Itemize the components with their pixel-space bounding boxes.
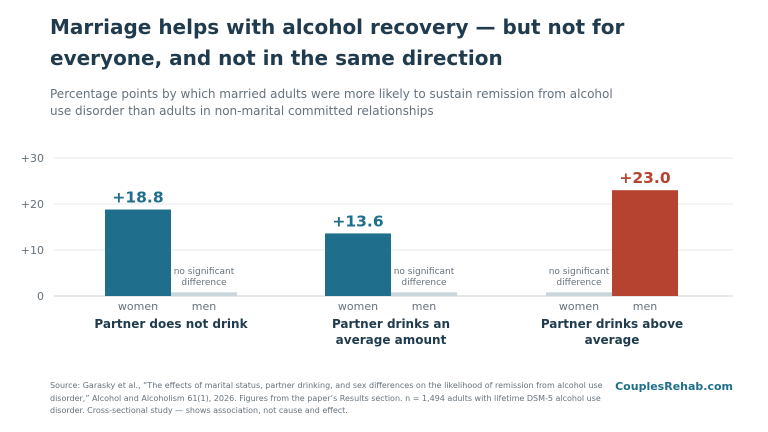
y-tick-label: +10 — [21, 244, 44, 257]
group-label: Partner drinks above — [541, 317, 683, 331]
chart-title: Marriage helps with alcohol recovery — b… — [50, 15, 625, 70]
value-label: +18.8 — [112, 189, 163, 207]
value-label: +23.0 — [619, 169, 670, 187]
no-significant-label: no significant — [394, 267, 455, 277]
no-significant-label: difference — [401, 278, 447, 288]
no-significant-label: difference — [556, 278, 602, 288]
y-tick-label: +30 — [21, 152, 44, 165]
bar-men — [171, 292, 237, 296]
brand-link[interactable]: CouplesRehab.com — [615, 380, 733, 393]
no-significant-label: no significant — [174, 267, 235, 277]
group-label: average — [585, 333, 640, 347]
sex-label-men: men — [412, 300, 436, 313]
bar-men — [391, 292, 457, 296]
group-label: Partner drinks an — [332, 317, 450, 331]
bar-women — [105, 209, 171, 296]
value-label: +13.6 — [332, 212, 383, 230]
sex-label-women: women — [338, 300, 378, 313]
sex-label-women: women — [559, 300, 599, 313]
group-label: Partner does not drink — [94, 317, 248, 331]
sex-label-women: women — [118, 300, 158, 313]
no-significant-label: no significant — [549, 267, 610, 277]
no-significant-label: difference — [181, 278, 227, 288]
bar-men — [612, 190, 678, 296]
bar-women — [546, 292, 612, 296]
group-label: average amount — [336, 333, 447, 347]
sex-label-men: men — [192, 300, 216, 313]
chart-subtitle: Percentage points by which married adult… — [50, 87, 613, 118]
y-tick-label: 0 — [37, 290, 44, 303]
sex-label-men: men — [633, 300, 657, 313]
bar-women — [325, 233, 391, 296]
y-tick-label: +20 — [21, 198, 44, 211]
source-note: Source: Garasky et al., “The effects of … — [50, 381, 603, 415]
